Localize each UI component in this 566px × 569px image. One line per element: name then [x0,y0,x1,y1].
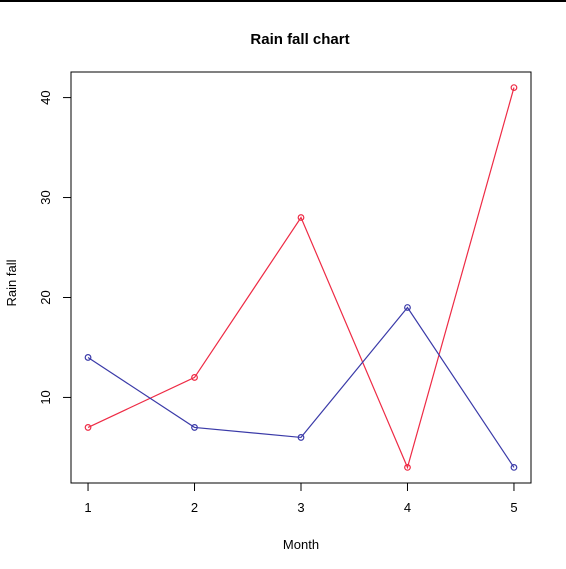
y-tick-label: 30 [38,190,53,204]
series-1-point [297,214,305,221]
top-border-line [0,0,566,2]
series-2-point [191,424,198,431]
x-tick-label: 5 [510,500,517,515]
series-2-line [87,306,515,468]
series-2-point [84,354,92,361]
series-layer [84,84,518,471]
y-axis: 10 20 30 40 [38,90,72,405]
x-tick-label: 2 [191,500,198,515]
series-2-point [404,304,411,311]
y-tick-label: 10 [38,390,53,404]
series-1-point [191,374,198,381]
chart-title: Rain fall chart [250,31,349,48]
y-tick-label: 40 [38,90,53,104]
y-tick-label: 20 [38,290,53,304]
x-axis-title: Month [283,537,319,552]
series-2-point [297,434,305,441]
plot-frame [70,71,532,484]
series-1-point [84,424,92,431]
x-axis: 1 2 3 4 5 [84,482,518,515]
series-2-point [510,464,518,471]
series-1-line [87,87,515,470]
series-1-point [510,84,518,91]
y-axis-title: Rain fall [4,259,19,306]
x-tick-label: 3 [297,500,304,515]
x-tick-label: 1 [84,500,91,515]
series-1-point [404,464,411,471]
x-tick-label: 4 [404,500,411,515]
